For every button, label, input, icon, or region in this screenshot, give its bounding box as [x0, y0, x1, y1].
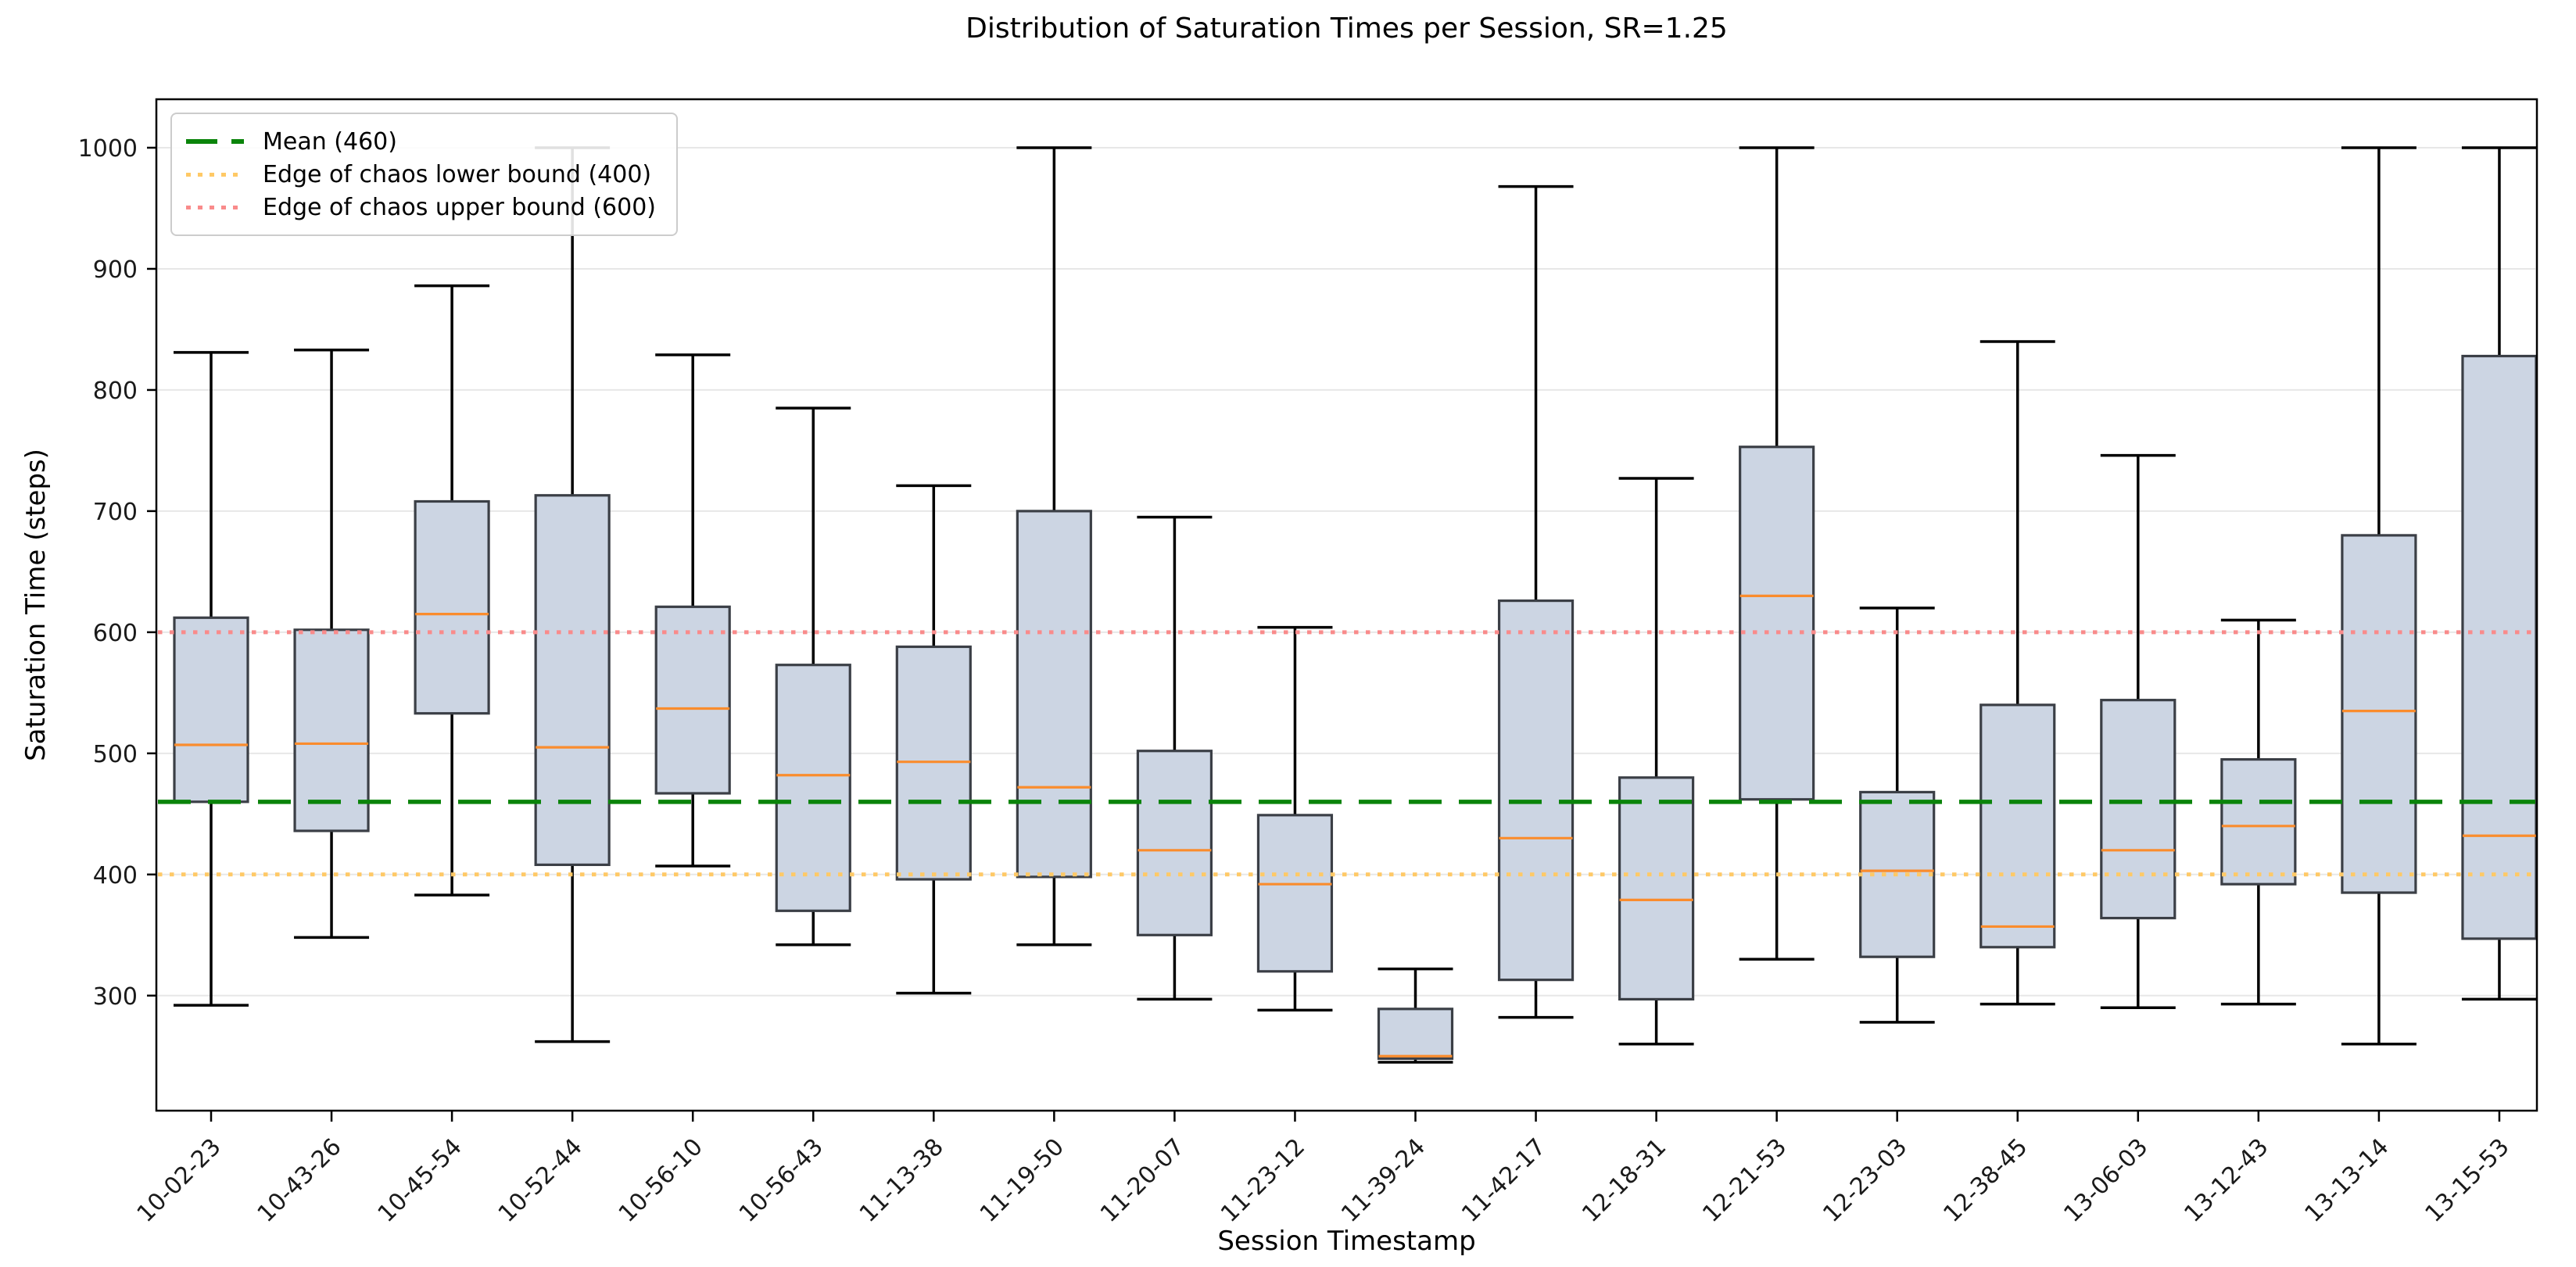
legend: Mean (460) Edge of chaos lower bound (40… — [170, 113, 678, 236]
x-tick-label: 13-06-03 — [2058, 1133, 2153, 1228]
x-tick-label: 13-13-14 — [2300, 1133, 2395, 1228]
box-13-12-43 — [2220, 757, 2297, 886]
upper-bound-line-sample — [186, 205, 244, 209]
y-tick-label: 700 — [93, 499, 138, 526]
box-11-19-50 — [1016, 510, 1092, 879]
box-11-23-12 — [1256, 814, 1334, 973]
x-tick-label: 12-21-53 — [1697, 1133, 1792, 1228]
x-tick-label: 11-23-12 — [1216, 1133, 1310, 1228]
box-11-20-07 — [1136, 750, 1213, 936]
box-12-38-45 — [1979, 703, 2056, 949]
y-tick-label: 400 — [93, 862, 138, 889]
box-10-02-23 — [173, 616, 249, 804]
x-tick-label: 13-12-43 — [2179, 1133, 2273, 1228]
box-10-43-26 — [293, 628, 370, 832]
mean-line-sample — [186, 139, 244, 144]
x-tick-label: 11-20-07 — [1095, 1133, 1190, 1228]
x-tick-label: 10-52-44 — [493, 1133, 588, 1228]
x-tick-label: 12-38-45 — [1938, 1133, 2033, 1228]
x-tick-label: 10-56-10 — [614, 1133, 708, 1228]
box-13-15-53 — [2461, 354, 2538, 940]
x-tick-label: 12-18-31 — [1577, 1133, 1671, 1228]
box-10-52-44 — [534, 494, 611, 867]
x-tick-label: 11-13-38 — [854, 1133, 949, 1228]
x-tick-label: 10-56-43 — [734, 1133, 829, 1228]
plot-area-border — [155, 98, 2538, 1112]
x-axis-label: Session Timestamp — [1217, 1226, 1476, 1257]
x-tick-label: 10-43-26 — [253, 1133, 347, 1228]
x-tick-label: 11-42-17 — [1456, 1133, 1551, 1228]
y-tick-label: 1000 — [78, 135, 138, 163]
box-12-21-53 — [1739, 446, 1815, 801]
y-axis-label: Saturation Time (steps) — [20, 449, 52, 761]
box-12-18-31 — [1618, 776, 1695, 1001]
legend-label: Edge of chaos lower bound (400) — [263, 160, 652, 188]
chart-title: Distribution of Saturation Times per Ses… — [966, 13, 1728, 45]
y-tick-label: 900 — [93, 256, 138, 284]
box-13-13-14 — [2341, 534, 2417, 894]
y-tick-label: 800 — [93, 378, 138, 405]
legend-item-mean: Mean (460) — [186, 125, 656, 158]
x-tick-label: 11-19-50 — [975, 1133, 1069, 1228]
box-10-56-10 — [654, 605, 731, 795]
x-tick-label: 11-39-24 — [1336, 1133, 1431, 1228]
x-tick-label: 12-23-03 — [1818, 1133, 1912, 1228]
x-tick-label: 10-02-23 — [132, 1133, 227, 1228]
box-11-39-24 — [1377, 1008, 1454, 1060]
box-13-06-03 — [2100, 699, 2177, 920]
legend-item-upper-bound: Edge of chaos upper bound (600) — [186, 191, 656, 224]
lower-bound-line-sample — [186, 172, 244, 177]
y-tick-label: 500 — [93, 741, 138, 768]
legend-item-lower-bound: Edge of chaos lower bound (400) — [186, 158, 656, 191]
y-tick-label: 600 — [93, 620, 138, 647]
legend-label: Edge of chaos upper bound (600) — [263, 193, 656, 221]
y-tick-label: 300 — [93, 983, 138, 1011]
box-11-42-17 — [1497, 599, 1575, 982]
legend-label: Mean (460) — [263, 127, 397, 156]
box-10-56-43 — [775, 664, 851, 912]
box-10-45-54 — [414, 499, 490, 715]
x-tick-label: 10-45-54 — [373, 1133, 468, 1228]
x-tick-label: 13-15-53 — [2420, 1133, 2515, 1228]
